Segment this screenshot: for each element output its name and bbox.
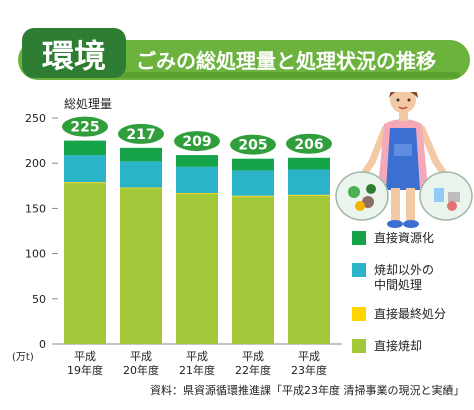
y-tick-label: 100	[25, 248, 46, 261]
total-label: 217	[126, 127, 155, 143]
total-badges: 225 217 209 205 206	[60, 114, 334, 157]
legend-label: 直接資源化	[374, 230, 434, 245]
bar-segment	[176, 193, 218, 194]
bar-segment	[120, 147, 162, 162]
header-banner: 環境 ごみの総処理量と処理状況の推移	[18, 28, 470, 80]
y-tick-label: 0	[39, 338, 46, 351]
bar-segment	[232, 196, 274, 344]
bar-segment	[232, 195, 274, 197]
bar-segment	[288, 194, 330, 196]
y-axis-title: 総処理量	[64, 97, 112, 111]
legend-swatch	[352, 339, 366, 353]
bar-segment	[120, 161, 162, 188]
x-tick-label: 22年度	[235, 363, 271, 377]
bar-segment	[176, 193, 218, 344]
total-badge	[60, 114, 110, 139]
y-tick-label: 50	[32, 293, 46, 306]
bar-segment	[64, 182, 106, 184]
bar-segment	[288, 157, 330, 170]
legend-label: 直接最終処分	[374, 306, 446, 321]
shopper-illustration	[335, 92, 473, 228]
y-tick-label: 150	[25, 202, 46, 215]
legend-label: 直接焼却	[374, 338, 422, 353]
bar-stack	[232, 158, 274, 344]
bar-segment	[232, 170, 274, 196]
x-tick-label: 21年度	[179, 363, 215, 377]
y-tick-label: 250	[25, 112, 46, 125]
x-tick-label: 平成	[242, 350, 264, 363]
total-badge	[172, 129, 222, 154]
category-label: 環境	[42, 37, 106, 75]
bar-segment	[120, 187, 162, 189]
x-tick-label: 19年度	[67, 363, 103, 377]
banner-bar	[18, 40, 470, 80]
bar-stack	[120, 147, 162, 344]
bar-stack	[64, 140, 106, 344]
total-badge	[284, 131, 334, 156]
legend-label: 中間処理	[374, 277, 422, 292]
source-note: 資料：県資源循環推進課「平成23年度 清掃事業の現況と実績」	[150, 384, 465, 397]
y-axis-unit: (万t)	[12, 352, 34, 363]
y-tick-label: 200	[25, 157, 46, 170]
total-label: 225	[70, 120, 99, 136]
bar-stack	[176, 155, 218, 344]
legend-swatch	[352, 263, 366, 277]
legend-swatch	[352, 307, 366, 321]
total-label: 206	[294, 137, 323, 153]
bar-segment	[288, 169, 330, 195]
bar-stack	[288, 157, 330, 344]
total-label: 205	[238, 138, 267, 154]
bar-segment	[64, 183, 106, 344]
x-tick-label: 20年度	[123, 363, 159, 377]
chart: 総処理量 0 50 100 150 200 250 (万t) 225 217 209 205 20…	[12, 92, 473, 377]
bar-segment	[64, 155, 106, 183]
legend-label: 焼却以外の	[374, 263, 434, 277]
legend-swatch	[352, 231, 366, 245]
x-tick-label: 平成	[298, 350, 320, 363]
x-tick-label: 23年度	[291, 363, 327, 377]
x-tick-label: 平成	[130, 350, 152, 363]
bars	[64, 140, 330, 344]
total-badge	[116, 121, 166, 146]
bar-segment	[120, 188, 162, 344]
bar-segment	[176, 166, 218, 194]
page-title: ごみの総処理量と処理状況の推移	[136, 49, 436, 73]
total-label: 209	[182, 134, 211, 150]
category-box	[22, 28, 126, 78]
x-tick-label: 平成	[186, 350, 208, 363]
banner-underline	[30, 72, 460, 78]
bar-segment	[64, 140, 106, 156]
bar-segment	[288, 195, 330, 344]
bar-segment	[176, 155, 218, 167]
bar-segment	[232, 158, 274, 171]
total-badge	[228, 132, 278, 157]
y-axis-ticks: 0 50 100 150 200 250	[25, 112, 58, 351]
x-tick-label: 平成	[74, 350, 96, 363]
